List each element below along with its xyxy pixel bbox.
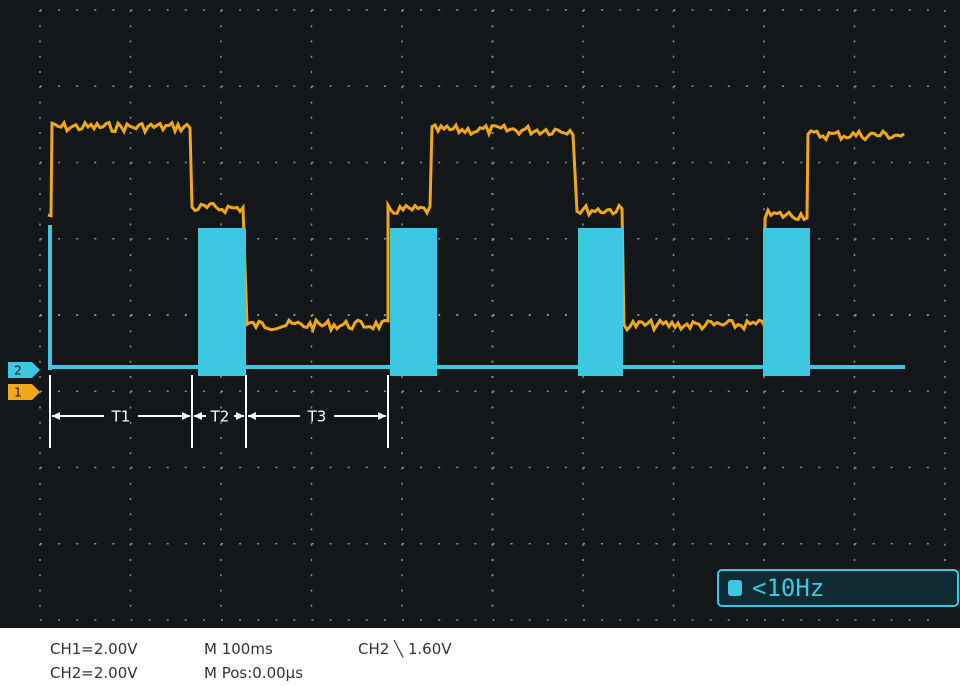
ch2-burst	[578, 228, 623, 376]
ch2-burst	[390, 228, 437, 376]
ch2-scale: CH2=2.00V	[50, 664, 138, 682]
scope-screenshot: T1 T2 T3 2 1 <10Hz CH1=2.00V CH2=2.00V M…	[0, 0, 960, 686]
ch2-marker: 2	[14, 364, 22, 378]
time-base: M 100ms	[204, 640, 273, 658]
ch2-burst	[198, 228, 246, 376]
ch2-burst	[763, 228, 810, 376]
screen-bg	[0, 0, 960, 628]
scope-screen: T1 T2 T3 2 1 <10Hz	[0, 0, 960, 628]
ch2-pulse	[48, 225, 52, 370]
trigger-icon	[728, 580, 742, 596]
trigger-readout: <10Hz	[752, 574, 824, 602]
interval-label: T3	[307, 408, 327, 426]
interval-label: T1	[111, 408, 131, 426]
interval-label: T2	[210, 408, 230, 426]
ch1-marker: 1	[14, 386, 22, 400]
ch1-scale: CH1=2.00V	[50, 640, 138, 658]
position: M Pos:0.00µs	[204, 664, 303, 682]
trigger-setting: CH2 ╲ 1.60V	[358, 640, 452, 658]
